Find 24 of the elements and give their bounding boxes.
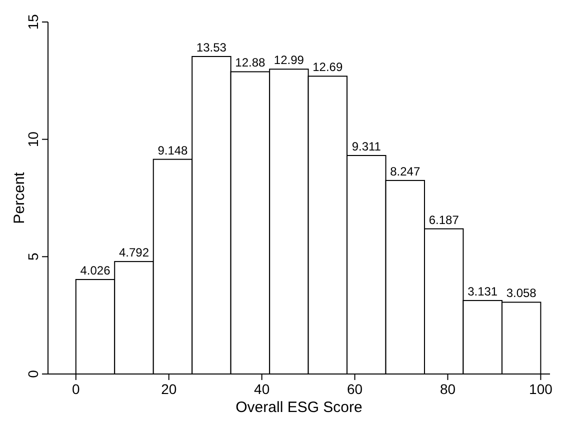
- data-label: 8.247: [390, 164, 420, 178]
- y-tick-label: 5: [25, 252, 41, 261]
- data-label: 12.88: [235, 56, 266, 70]
- x-tick-label: 0: [72, 381, 80, 397]
- x-tick-label: 100: [529, 381, 553, 397]
- data-label: 9.148: [158, 143, 188, 158]
- data-label: 6.187: [428, 212, 460, 227]
- data-label: 4.792: [118, 246, 150, 260]
- data-label: 13.53: [196, 40, 227, 54]
- data-label: 12.69: [312, 60, 343, 74]
- data-label: 12.99: [274, 53, 304, 68]
- data-label: 3.131: [468, 284, 498, 299]
- y-tick-label: 0: [25, 370, 41, 378]
- x-tick-label: 40: [254, 381, 270, 397]
- y-tick-label: 15: [25, 14, 41, 30]
- y-axis-title: Percent: [11, 171, 28, 224]
- x-axis-title: Overall ESG Score: [236, 399, 362, 416]
- data-label: 9.311: [352, 140, 382, 154]
- y-tick-label: 10: [25, 131, 41, 148]
- x-tick-label: 20: [161, 381, 177, 397]
- data-label: 3.058: [506, 286, 537, 300]
- x-tick-label: 80: [440, 381, 456, 397]
- data-label: 4.026: [80, 264, 111, 278]
- x-tick-label: 60: [346, 381, 363, 397]
